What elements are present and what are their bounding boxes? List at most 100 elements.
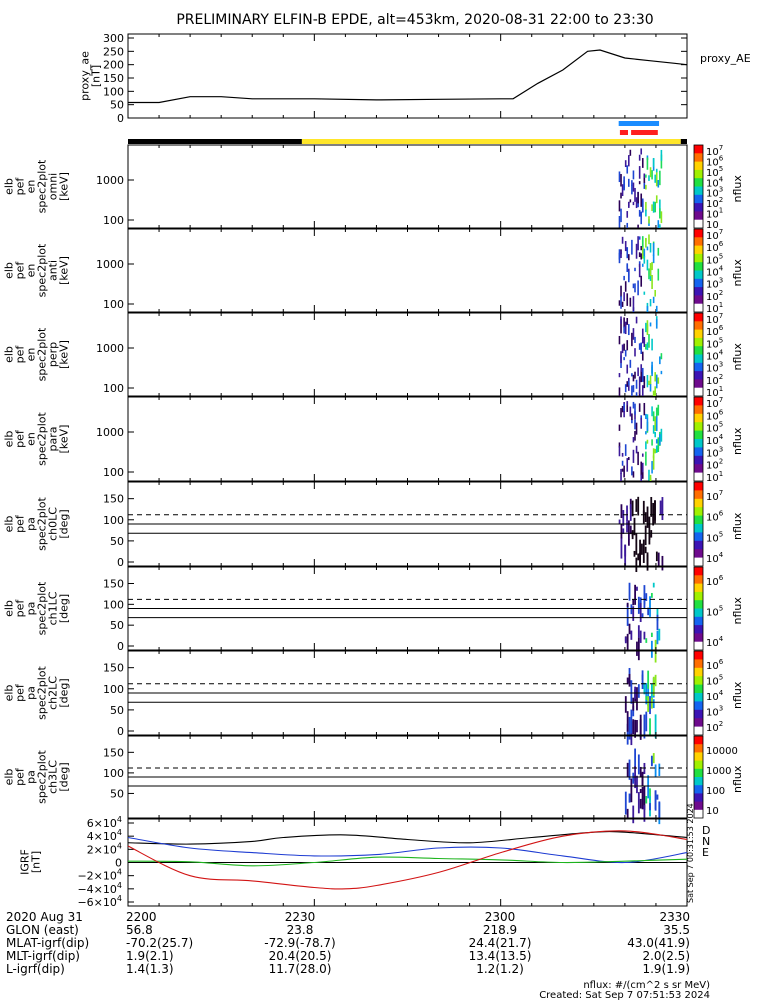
elb_pef_pa_ch0LC-cell <box>644 525 647 546</box>
elb_pef_en_perp-cell <box>651 338 653 351</box>
elb_pef_pa_ch3LC-cell <box>630 778 633 803</box>
elb_pef_en_anti-cell <box>638 263 641 278</box>
elb_pef_en_anti-cell <box>621 236 624 244</box>
elb_pef_pa_ch1LC-cell <box>634 584 637 605</box>
elb_pef_en_para-cell <box>645 441 647 450</box>
elb_pef_en_para-cell <box>627 457 630 461</box>
elb_pef_pa_ch0LC-cell <box>661 555 664 571</box>
elb_pef_pa_ch0LC-cell <box>648 534 651 545</box>
elb_pef_en_anti-colorbar-swatch <box>694 278 703 288</box>
elb_pef_pa_ch3LC-cell <box>634 775 637 789</box>
footer-row-value: 218.9 <box>483 923 517 937</box>
elb_pef_en_omni-colorbar-swatch <box>694 194 703 204</box>
elb_pef_en_omni-cell <box>627 201 630 208</box>
elb_pef_pa_ch2LC-cell <box>647 696 650 712</box>
elb_pef_pa_ch3LC-colorbar-swatch <box>694 793 703 803</box>
elb_pef_en_omni-cell <box>629 149 632 156</box>
elb_pef_en_perp-colorbar-tick: 104 <box>706 349 724 363</box>
elb_pef_en_para-ylabel-line: elb <box>3 431 16 448</box>
elb_pef_pa_ch0LC-cell <box>642 510 645 524</box>
elb_pef_pa_ch2LC-cell <box>649 696 651 715</box>
elb_pef_pa_ch3LC-cell <box>639 798 642 809</box>
elb_pef_en_omni-cell <box>641 198 644 213</box>
ae-ytick-label: 250 <box>103 45 124 58</box>
elb_pef_pa_ch0LC-colorbar-tick: 107 <box>706 489 723 503</box>
elb_pef_pa_ch2LC-ylabel-line: pa <box>25 686 38 700</box>
elb_pef_pa_ch0LC-cell <box>644 512 647 523</box>
elb_pef_en_anti-cell <box>634 267 636 272</box>
elb_pef_en_omni-cell <box>640 148 643 155</box>
elb_pef_pa_ch3LC-cell <box>628 759 631 780</box>
elb_pef_pa_ch3LC-colorbar-tick: 1000 <box>706 766 731 777</box>
elb_pef_pa_ch0LC-cell <box>626 505 628 522</box>
elb_pef_en_para-cell <box>660 428 663 442</box>
elb_pef_pa_ch0LC-cell <box>650 496 653 517</box>
elb_pef_en_omni-ylabel-line: spec2plot <box>36 159 49 213</box>
igrf-ylabel-line: IGRF <box>19 849 32 875</box>
elb_pef_pa_ch1LC-cell <box>637 637 640 661</box>
elb_pef_en_omni-cell <box>659 199 661 214</box>
elb_pef_en_perp-cell <box>632 374 635 382</box>
elb_pef_pa_ch1LC-cell <box>645 638 648 643</box>
elb_pef_en_perp-colorbar-swatch <box>694 313 703 322</box>
elb_pef_pa_ch3LC-colorbar-swatch <box>694 809 703 819</box>
elb_pef_en_omni-cell <box>643 173 646 178</box>
elb_pef_en_omni-cell <box>629 199 632 203</box>
elb_pef_pa_ch2LC-cell <box>643 714 646 739</box>
elb_pef_en_para-colorbar-swatch <box>694 464 703 474</box>
elb_pef_en_anti-cell <box>648 234 650 245</box>
elb_pef_pa_ch2LC-cell <box>647 670 650 689</box>
elb_pef_pa_ch0LC-colorbar-frame <box>693 481 704 567</box>
elb_pef_pa_ch0LC-cell <box>639 553 641 567</box>
elb_pef_en_para-cell <box>652 448 655 459</box>
elb_pef_en_para-cell <box>632 449 635 463</box>
elb_pef_en_perp-cell <box>651 365 653 374</box>
igrf-ylabel: IGRF[nT] <box>19 849 43 875</box>
elb_pef_pa_ch1LC-cell <box>637 596 640 614</box>
elb_pef_pa_ch3LC-ylabel-line: pa <box>25 770 38 784</box>
elb_pef_pa_ch1LC-ylabel-line: ch1LC <box>47 591 60 625</box>
elb_pef_en_anti-colorbar-tick: 104 <box>706 265 724 279</box>
elb_pef_en_omni-cell <box>657 179 660 188</box>
elb_pef_en_omni-cell <box>620 208 622 223</box>
elb_pef_en_para-cell <box>655 445 658 453</box>
elb_pef_pa_ch0LC-cell <box>629 504 632 521</box>
elb_pef_en_omni-cell <box>645 174 647 178</box>
elb_pef_pa_ch2LC-cell <box>652 699 655 709</box>
footer-row-label: GLON (east) <box>6 923 79 937</box>
elb_pef_en_anti-colorbar-swatch <box>694 229 703 238</box>
elb_pef_pa_ch1LC-cell <box>626 603 629 626</box>
elb_pef_en_para-cell <box>655 416 658 432</box>
igrf-legend-N: N <box>702 835 710 848</box>
elb_pef_en_omni-cell <box>627 178 630 187</box>
elb_pef_en_omni-ylabel-line: [keV] <box>58 172 71 201</box>
elb_pef_pa_ch1LC-colorbar-swatch <box>694 600 703 609</box>
elb_pef_en_para-colorbar-swatch <box>694 430 703 440</box>
elb_pef_en_perp-cell <box>655 319 658 329</box>
elb_pef_en_para-cell <box>652 411 655 422</box>
elb_pef_en_anti-colorbar-swatch <box>694 245 703 255</box>
elb_pef_pa_ch0LC-colorbar-swatch <box>694 532 703 542</box>
elb_pef_pa_ch1LC-cell <box>656 614 659 631</box>
elb_pef_pa_ch3LC-ylabel-line: spec2plot <box>36 750 49 804</box>
elb_pef_en_para-cell <box>635 445 638 454</box>
elb_pef_pa_ch1LC-cell <box>650 632 653 638</box>
elb_pef_pa_ch0LC-cell <box>633 517 636 536</box>
elb_pef_pa_ch3LC-colorbar-swatch <box>694 744 703 753</box>
elb_pef_en_anti-cell <box>649 263 652 276</box>
elb_pef_en_anti-colorbar-swatch <box>694 295 703 305</box>
elb_pef_pa_ch1LC-cell <box>624 636 627 644</box>
elb_pef_en_anti-colorbar-tick: 103 <box>706 277 723 291</box>
elb_pef_en_para-colorbar-swatch <box>694 455 703 465</box>
elb_pef_pa_ch3LC-cell <box>639 766 642 778</box>
elb_pef_pa_ch0LC-cell <box>635 557 638 573</box>
elb_pef_en_perp-colorbar-swatch <box>694 371 703 380</box>
elb_pef_pa_ch2LC-colorbar-swatch <box>694 684 703 694</box>
elb_pef_en_para-cell <box>651 406 653 417</box>
elb_pef_pa_ch0LC-cell <box>644 546 647 554</box>
elb_pef_en_perp-cell <box>626 364 629 374</box>
elb_pef_en_anti-cell <box>643 291 646 295</box>
elb_pef_pa_ch1LC-cell <box>636 641 638 656</box>
elb_pef_pa_ch2LC-cell <box>632 706 635 717</box>
